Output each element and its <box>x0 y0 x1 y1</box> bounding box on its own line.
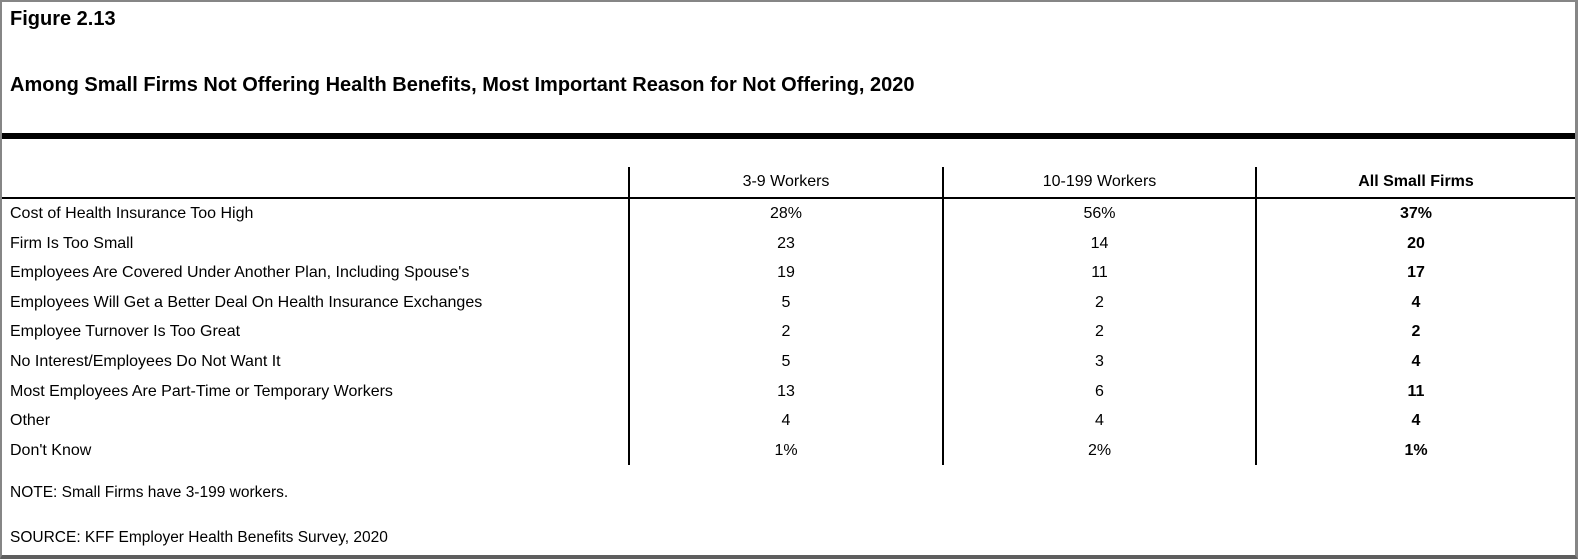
title-divider <box>2 133 1575 139</box>
table-row: Employees Will Get a Better Deal On Heal… <box>2 287 1575 318</box>
cell-10-199-workers: 2% <box>942 435 1255 466</box>
note-text: NOTE: Small Firms have 3-199 workers. <box>10 484 289 501</box>
cell-all-small-firms: 11 <box>1255 376 1575 407</box>
cell-all-small-firms: 4 <box>1255 346 1575 377</box>
cell-all-small-firms: 4 <box>1255 287 1575 318</box>
cell-10-199-workers: 4 <box>942 406 1255 436</box>
table-row: Employees Are Covered Under Another Plan… <box>2 258 1575 288</box>
row-label: Firm Is Too Small <box>10 234 134 252</box>
cell-3-9-workers: 4 <box>628 406 942 436</box>
cell-all-small-firms: 1% <box>1255 435 1575 466</box>
column-header-3-9-workers: 3-9 Workers <box>628 167 942 197</box>
row-label: Most Employees Are Part-Time or Temporar… <box>10 382 393 400</box>
column-header-all-small-firms: All Small Firms <box>1255 167 1575 197</box>
table-row: Employee Turnover Is Too Great 2 2 2 <box>2 317 1575 347</box>
row-label: Don't Know <box>10 441 92 459</box>
cell-10-199-workers: 56% <box>942 199 1255 229</box>
row-label: No Interest/Employees Do Not Want It <box>10 352 281 370</box>
cell-all-small-firms: 2 <box>1255 317 1575 347</box>
cell-3-9-workers: 1% <box>628 435 942 466</box>
figure-number: Figure 2.13 <box>10 8 116 30</box>
header-spacer-cell <box>2 167 628 197</box>
cell-10-199-workers: 14 <box>942 228 1255 259</box>
cell-all-small-firms: 37% <box>1255 199 1575 229</box>
table-header-row: 3-9 Workers 10-199 Workers All Small Fir… <box>2 167 1575 199</box>
reasons-table: 3-9 Workers 10-199 Workers All Small Fir… <box>2 167 1575 466</box>
cell-all-small-firms: 17 <box>1255 258 1575 288</box>
table-row: Other 4 4 4 <box>2 406 1575 436</box>
cell-10-199-workers: 2 <box>942 317 1255 347</box>
cell-10-199-workers: 6 <box>942 376 1255 407</box>
row-label: Employees Will Get a Better Deal On Heal… <box>10 293 483 311</box>
cell-all-small-firms: 20 <box>1255 228 1575 259</box>
source-text: SOURCE: KFF Employer Health Benefits Sur… <box>10 529 388 546</box>
table-row: No Interest/Employees Do Not Want It 5 3 4 <box>2 346 1575 377</box>
cell-3-9-workers: 19 <box>628 258 942 288</box>
cell-10-199-workers: 2 <box>942 287 1255 318</box>
cell-10-199-workers: 3 <box>942 346 1255 377</box>
cell-all-small-firms: 4 <box>1255 406 1575 436</box>
cell-3-9-workers: 28% <box>628 199 942 229</box>
table-row: Firm Is Too Small 23 14 20 <box>2 228 1575 259</box>
cell-3-9-workers: 13 <box>628 376 942 407</box>
row-label: Cost of Health Insurance Too High <box>10 205 254 222</box>
cell-10-199-workers: 11 <box>942 258 1255 288</box>
cell-3-9-workers: 2 <box>628 317 942 347</box>
column-header-10-199-workers: 10-199 Workers <box>942 167 1255 197</box>
table-row: Cost of Health Insurance Too High 28% 56% 3… <box>2 199 1575 229</box>
table-row: Most Employees Are Part-Time or Temporar… <box>2 376 1575 407</box>
cell-3-9-workers: 5 <box>628 287 942 318</box>
row-label: Other <box>10 412 51 430</box>
figure-title: Among Small Firms Not Offering Health Be… <box>10 74 915 96</box>
row-label: Employee Turnover Is Too Great <box>10 323 241 341</box>
table-row: Don't Know 1% 2% 1% <box>2 435 1575 466</box>
row-label: Employees Are Covered Under Another Plan… <box>10 264 470 282</box>
table-body: Cost of Health Insurance Too High 28% 56% 3… <box>2 199 1575 466</box>
cell-3-9-workers: 23 <box>628 228 942 259</box>
cell-3-9-workers: 5 <box>628 346 942 377</box>
